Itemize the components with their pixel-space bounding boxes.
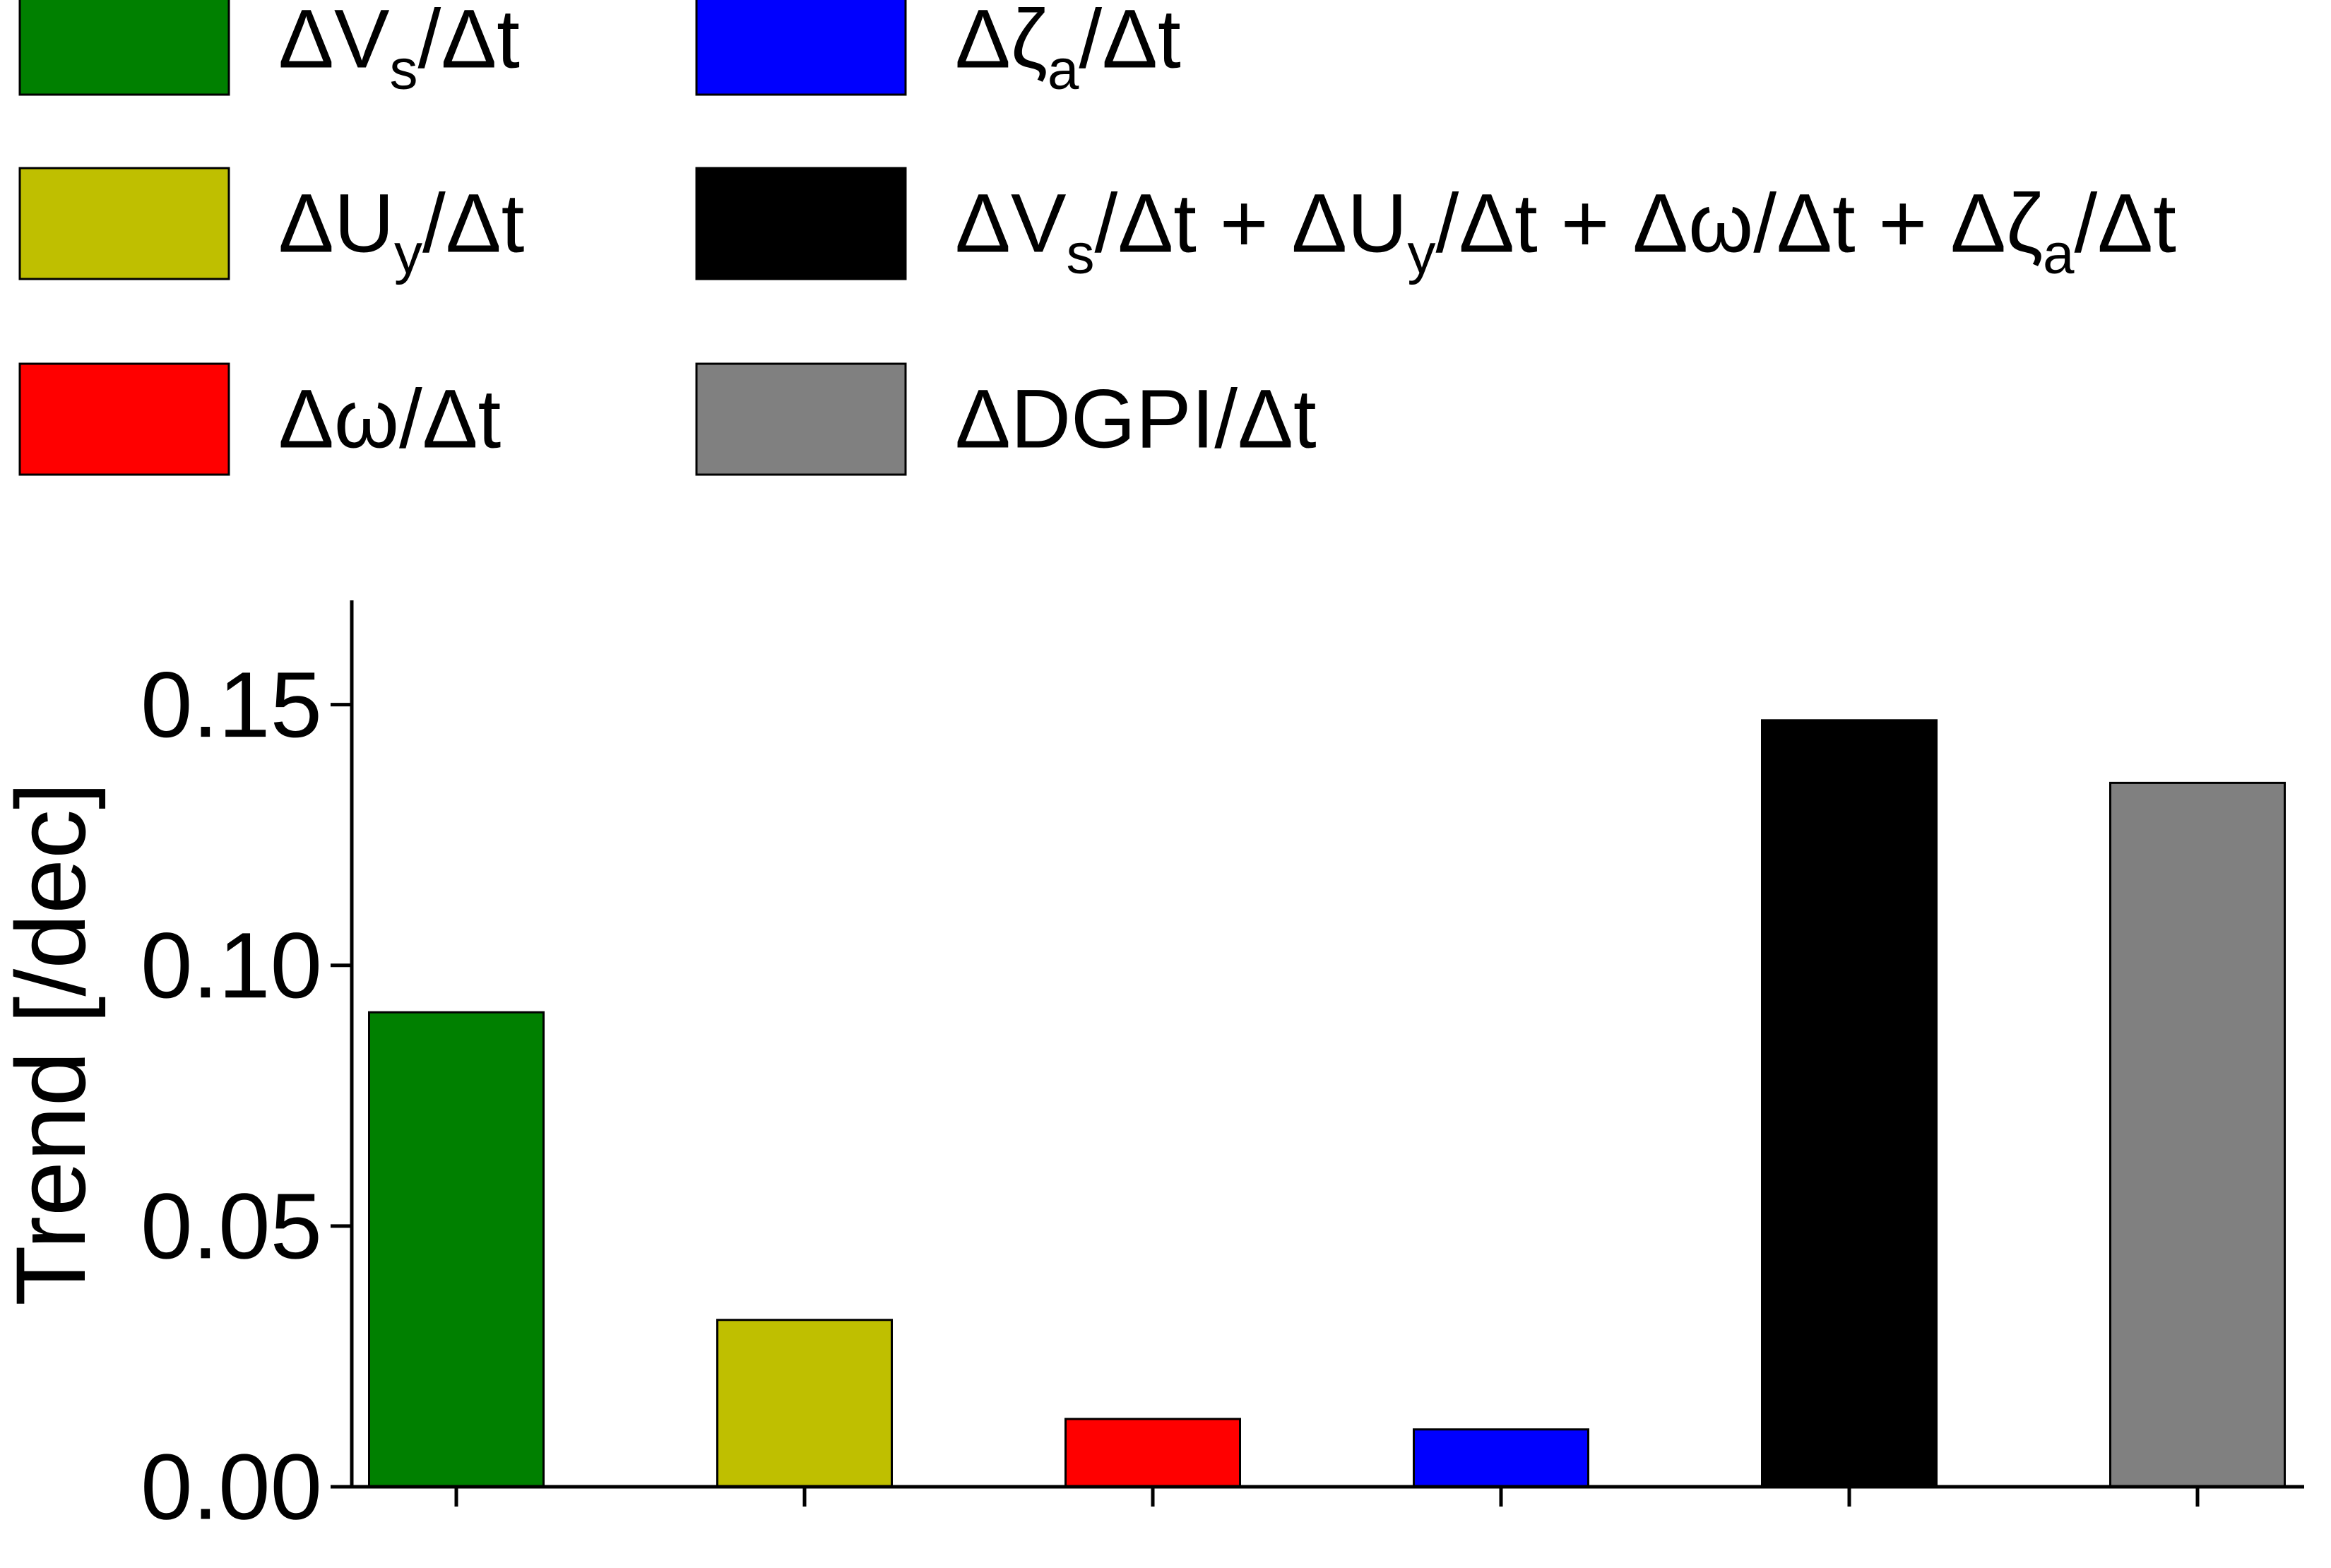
- bar-5: [1761, 719, 1938, 1488]
- bars: [368, 719, 2286, 1488]
- axes: 0.00 0.05 0.10 0.15 Trend [/dec]: [0, 600, 2304, 1539]
- y-tick-label: 0.15: [141, 653, 322, 756]
- legend-label: ΔDGPI/Δt: [955, 373, 1317, 466]
- bar-4: [1413, 1428, 1589, 1488]
- legend-item-1: ΔVs/Δt: [18, 0, 520, 101]
- legend-label: Δω/Δt: [278, 373, 501, 466]
- legend-swatch: [18, 362, 230, 476]
- y-tick-label: 0.05: [141, 1174, 322, 1278]
- legend-label: ΔUy/Δt: [278, 177, 524, 285]
- legend: ΔVs/Δt ΔUy/Δt Δω/Δt Δζa/Δt ΔVs/Δt + ΔUy/Δt +…: [18, 0, 2176, 476]
- bar-6: [2109, 781, 2286, 1488]
- legend-item-6: ΔDGPI/Δt: [695, 362, 1317, 476]
- bar-3: [1064, 1418, 1241, 1488]
- legend-label: ΔVs/Δt + ΔUy/Δt + Δω/Δt + Δζa/Δt: [955, 177, 2176, 285]
- legend-label: Δζa/Δt: [955, 0, 1181, 101]
- legend-item-5: ΔVs/Δt + ΔUy/Δt + Δω/Δt + Δζa/Δt: [695, 167, 2176, 285]
- legend-swatch: [18, 0, 230, 96]
- y-tick-label: 0.10: [141, 913, 322, 1017]
- legend-item-2: ΔUy/Δt: [18, 167, 524, 285]
- legend-item-3: Δω/Δt: [18, 362, 501, 476]
- bar-1: [368, 1011, 545, 1488]
- legend-swatch: [695, 0, 907, 96]
- bar-2: [716, 1319, 893, 1488]
- legend-item-4: Δζa/Δt: [695, 0, 1181, 101]
- legend-swatch: [18, 167, 230, 280]
- legend-label: ΔVs/Δt: [278, 0, 520, 101]
- legend-swatch: [695, 362, 907, 476]
- y-axis-title: Trend [/dec]: [0, 782, 106, 1306]
- legend-swatch: [695, 167, 907, 280]
- y-tick-label: 0.00: [141, 1435, 322, 1539]
